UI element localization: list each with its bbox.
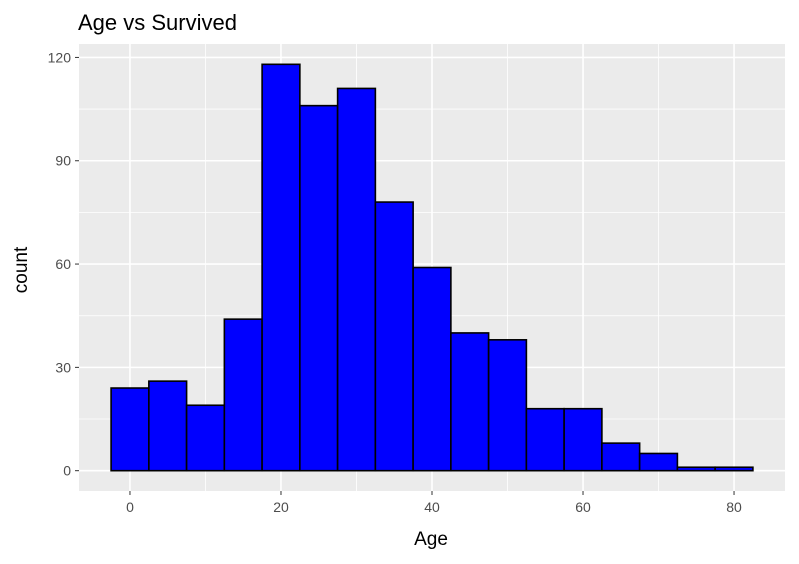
histogram-bar <box>563 407 603 472</box>
y-tick-label: 60 <box>55 256 71 272</box>
histogram-bar <box>148 380 188 472</box>
histogram-bar <box>487 339 528 472</box>
histogram-bar <box>261 63 301 472</box>
histogram-bar <box>185 404 226 472</box>
histogram-bar <box>374 201 414 472</box>
y-axis-label: count <box>11 246 32 293</box>
y-tick-label: 120 <box>48 49 72 65</box>
x-tick-label: 60 <box>575 499 591 515</box>
histogram-bar <box>638 452 679 472</box>
histogram-bar <box>525 407 565 472</box>
x-tick-label: 20 <box>273 499 289 515</box>
chart-title: Age vs Survived <box>78 10 237 35</box>
y-tick-label: 0 <box>63 463 71 479</box>
x-tick-label: 80 <box>726 499 742 515</box>
histogram-bar <box>714 466 754 472</box>
histogram-bar <box>450 332 490 472</box>
x-tick-label: 0 <box>126 499 134 515</box>
histogram-bar <box>336 87 377 472</box>
x-tick-label: 40 <box>424 499 440 515</box>
histogram-bar <box>412 266 452 472</box>
y-tick-label: 90 <box>55 153 71 169</box>
x-axis: 0 20 40 60 80 <box>126 491 742 515</box>
histogram-bar <box>299 104 339 472</box>
histogram-bar <box>223 318 263 472</box>
histogram-bars <box>110 63 754 472</box>
x-axis-label: Age <box>414 529 448 550</box>
histogram-bar <box>601 442 641 472</box>
y-axis: 0 30 60 90 120 <box>48 49 79 479</box>
histogram-bar <box>676 466 716 472</box>
y-tick-label: 30 <box>55 359 71 375</box>
histogram-bar <box>110 387 150 472</box>
